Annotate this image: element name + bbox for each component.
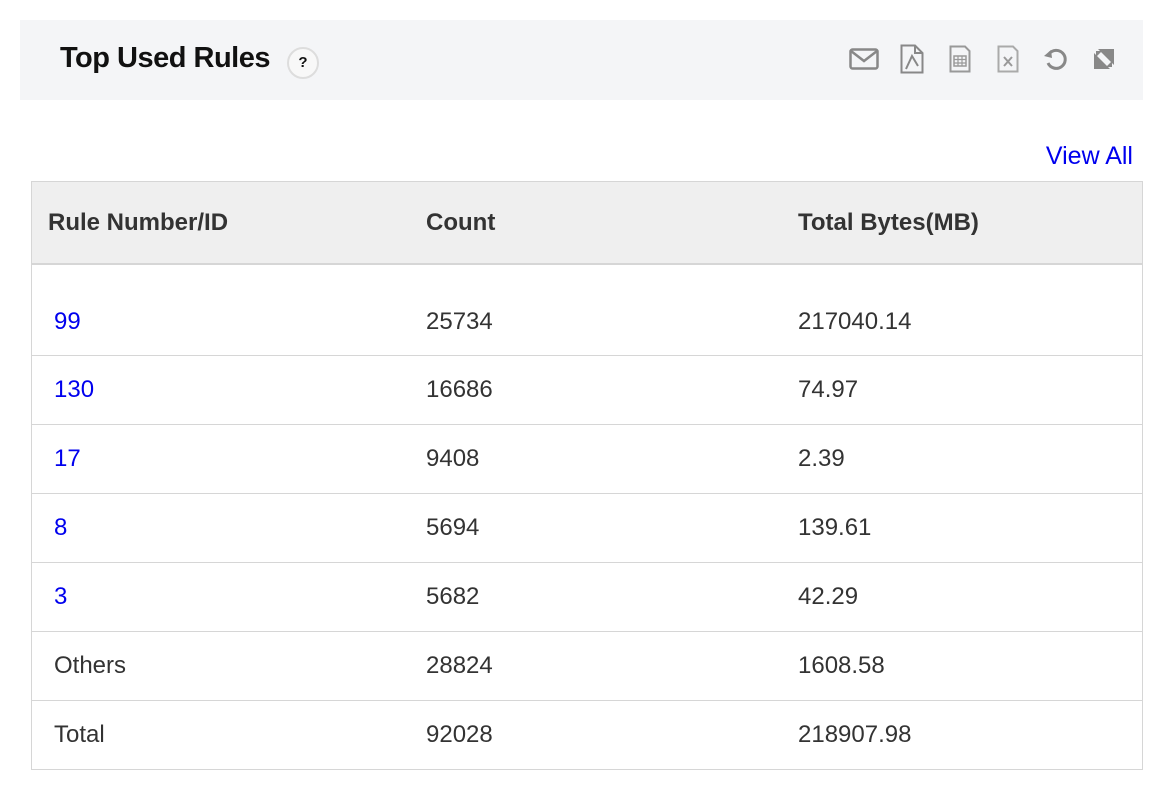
rule-link[interactable]: 130 [54, 375, 95, 403]
bytes-cell: 2.39 [798, 424, 1143, 494]
refresh-icon[interactable] [1041, 44, 1071, 74]
rule-link[interactable]: 17 [54, 444, 81, 472]
bytes-cell: 74.97 [798, 355, 1143, 425]
count-cell: 5694 [426, 493, 798, 563]
bytes-cell: 139.61 [798, 493, 1143, 563]
rule-link[interactable]: 8 [54, 513, 68, 541]
csv-icon[interactable] [945, 44, 975, 74]
mail-icon[interactable] [849, 44, 879, 74]
rule-link[interactable]: 99 [54, 307, 81, 335]
pdf-icon[interactable] [897, 44, 927, 74]
widget-header: Top Used Rules ? [20, 20, 1143, 100]
count-cell: 28824 [426, 631, 798, 701]
view-all-link[interactable]: View All [1045, 142, 1133, 170]
table-row: Others 28824 1608.58 [31, 631, 1143, 701]
count-cell: 92028 [426, 700, 798, 770]
column-header-count: Count [426, 181, 798, 265]
count-cell: 9408 [426, 424, 798, 494]
rule-label: Others [31, 631, 426, 701]
excel-icon[interactable] [993, 44, 1023, 74]
rule-label: Total [31, 700, 426, 770]
table-row: 3 5682 42.29 [31, 562, 1143, 632]
count-cell: 5682 [426, 562, 798, 632]
bytes-cell: 217040.14 [798, 264, 1143, 356]
bytes-cell: 218907.98 [798, 700, 1143, 770]
table-row: Total 92028 218907.98 [31, 700, 1143, 770]
widget-title: Top Used Rules [60, 42, 271, 74]
rule-link[interactable]: 3 [54, 582, 68, 610]
bytes-cell: 1608.58 [798, 631, 1143, 701]
table-row: 99 25734 217040.14 [31, 264, 1143, 356]
column-header-bytes: Total Bytes(MB) [798, 181, 1143, 265]
count-cell: 16686 [426, 355, 798, 425]
table-row: 17 9408 2.39 [31, 424, 1143, 494]
table-row: 130 16686 74.97 [31, 355, 1143, 425]
help-icon[interactable]: ? [287, 47, 319, 79]
count-cell: 25734 [426, 264, 798, 356]
collapse-icon[interactable] [1089, 44, 1119, 74]
table-row: 8 5694 139.61 [31, 493, 1143, 563]
bytes-cell: 42.29 [798, 562, 1143, 632]
column-header-rule: Rule Number/ID [31, 181, 426, 265]
rules-table: Rule Number/ID Count Total Bytes(MB) 99 2… [31, 181, 1143, 770]
